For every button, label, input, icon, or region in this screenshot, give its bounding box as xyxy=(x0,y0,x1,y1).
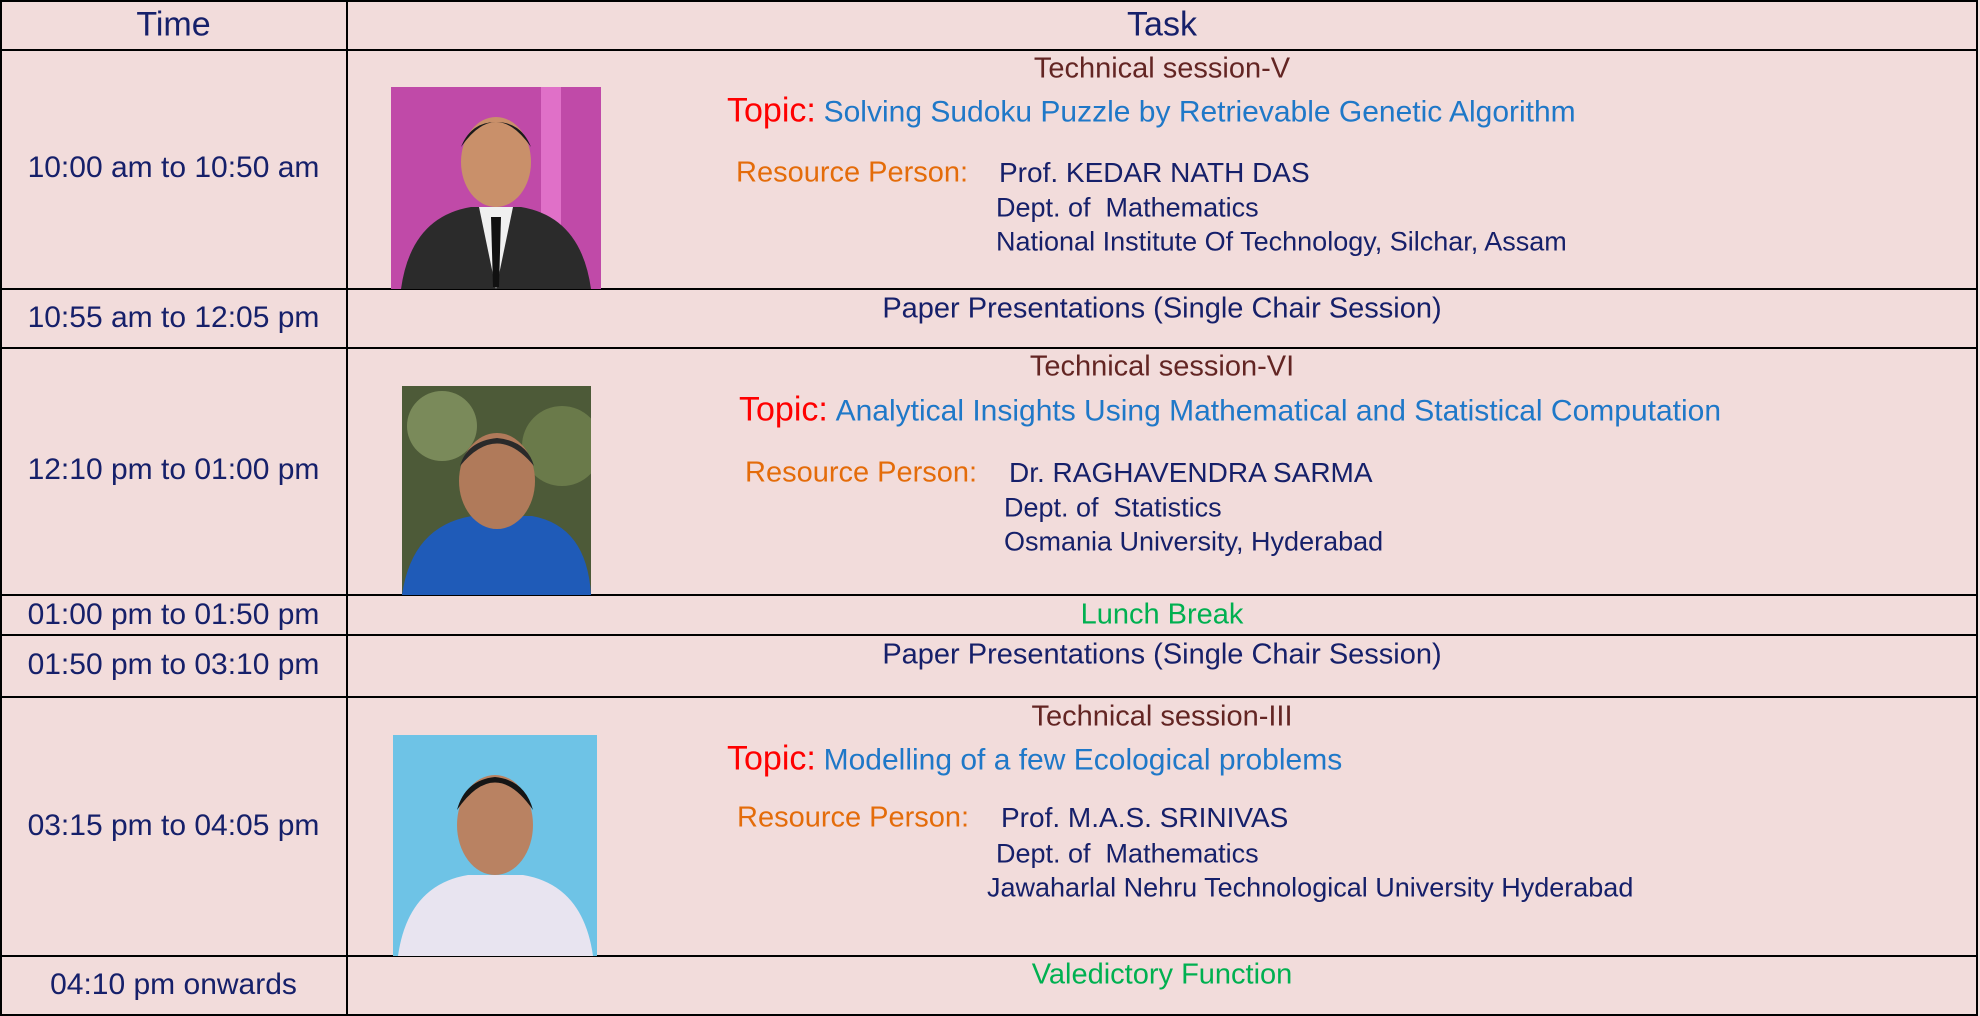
topic: Analytical Insights Using Mathematical a… xyxy=(835,394,1722,428)
topic-label: Topic: xyxy=(739,390,828,429)
institute: Jawaharlal Nehru Technological Universit… xyxy=(987,872,1634,903)
time: 12:10 pm to 01:00 pm xyxy=(27,453,320,486)
time: 04:10 pm onwards xyxy=(50,968,297,1001)
rule xyxy=(0,288,1978,290)
rule xyxy=(0,0,1978,2)
header-time: Time xyxy=(136,5,211,44)
topic: Modelling of a few Ecological problems xyxy=(823,743,1343,777)
institute: National Institute Of Technology, Silcha… xyxy=(996,226,1567,257)
rule xyxy=(0,1014,1978,1016)
resource-label: Resource Person: xyxy=(737,801,970,834)
time: 01:00 pm to 01:50 pm xyxy=(27,598,320,631)
speaker-photo xyxy=(393,735,597,956)
header-task: Task xyxy=(1127,5,1197,44)
department: Dept. of Mathematics xyxy=(996,838,1259,869)
task: Lunch Break xyxy=(1080,598,1244,631)
institute: Osmania University, Hyderabad xyxy=(1004,526,1384,557)
topic-label: Topic: xyxy=(727,739,816,778)
time: 01:50 pm to 03:10 pm xyxy=(27,648,320,681)
person: Prof. KEDAR NATH DAS xyxy=(999,157,1310,188)
time: 10:00 am to 10:50 am xyxy=(27,151,320,184)
session-title: Technical session-VI xyxy=(1029,350,1295,383)
resource-label: Resource Person: xyxy=(736,156,969,189)
person: Dr. RAGHAVENDRA SARMA xyxy=(1009,457,1373,488)
time: 03:15 pm to 04:05 pm xyxy=(27,809,320,842)
department: Dept. of Mathematics xyxy=(996,192,1259,223)
topic-line: Topic: Solving Sudoku Puzzle by Retrieva… xyxy=(727,92,1576,131)
rule xyxy=(346,0,348,1016)
topic: Solving Sudoku Puzzle by Retrievable Gen… xyxy=(823,95,1576,129)
rule xyxy=(1976,0,1978,1016)
department: Dept. of Statistics xyxy=(1004,492,1222,523)
rule xyxy=(0,696,1978,698)
task: Paper Presentations (Single Chair Sessio… xyxy=(882,292,1442,325)
session-title: Technical session-V xyxy=(1033,52,1291,85)
rule xyxy=(0,0,2,1016)
session-title: Technical session-III xyxy=(1031,700,1293,733)
topic-line: Topic: Modelling of a few Ecological pro… xyxy=(727,740,1342,779)
task: Paper Presentations (Single Chair Sessio… xyxy=(882,638,1442,671)
rule xyxy=(0,347,1978,349)
resource-label: Resource Person: xyxy=(745,456,978,489)
person: Prof. M.A.S. SRINIVAS xyxy=(1001,802,1289,833)
speaker-photo xyxy=(391,87,601,289)
rule xyxy=(0,594,1978,596)
topic-label: Topic: xyxy=(727,91,816,130)
topic-line: Topic: Analytical Insights Using Mathema… xyxy=(739,391,1721,430)
rule xyxy=(0,955,1978,957)
speaker-photo xyxy=(402,386,591,595)
time: 10:55 am to 12:05 pm xyxy=(27,301,320,334)
rule xyxy=(0,49,1978,51)
rule xyxy=(0,634,1978,636)
task: Valedictory Function xyxy=(1031,958,1293,991)
